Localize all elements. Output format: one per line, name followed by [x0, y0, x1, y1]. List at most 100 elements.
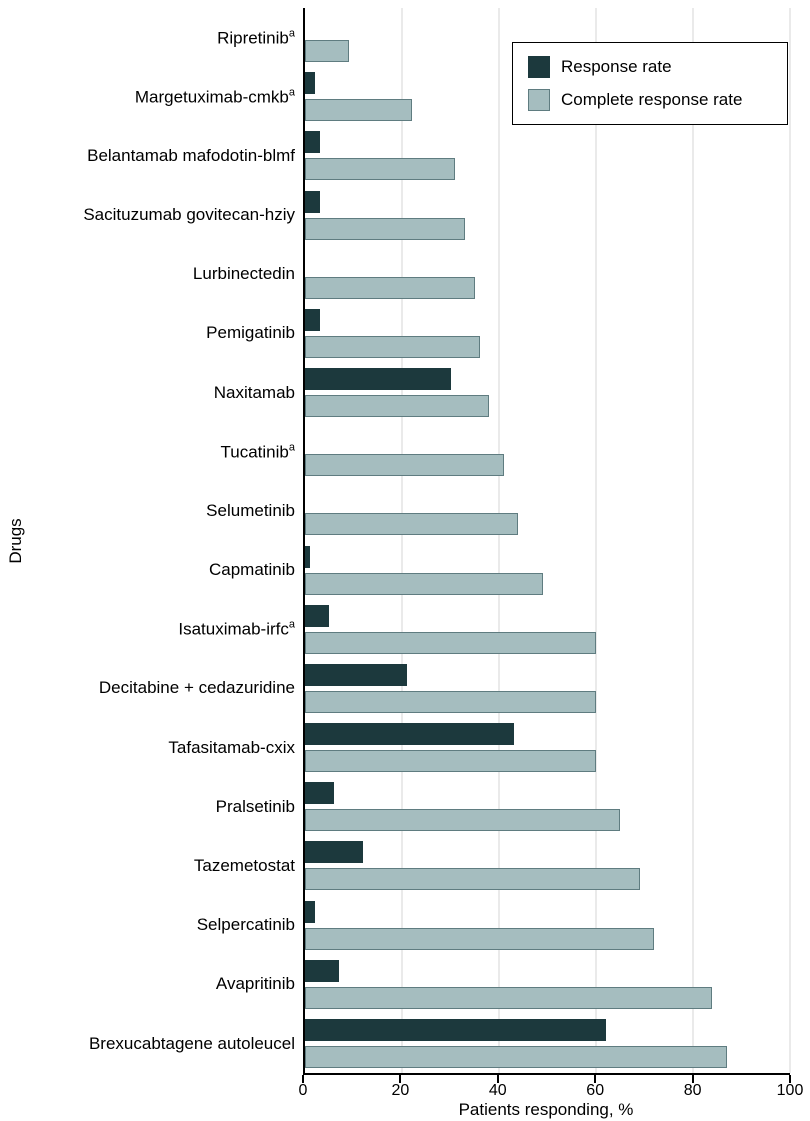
- response-rate-bar: [305, 131, 320, 154]
- category-label: Naxitamab: [214, 383, 295, 403]
- category-label-text: Capmatinib: [209, 560, 295, 580]
- gridline: [789, 8, 791, 1073]
- bar-group: Pralsetinib: [216, 777, 790, 836]
- response-rate-bar: [305, 900, 315, 923]
- category-label-text: Isatuximab-irfc: [178, 619, 289, 639]
- response-rate-swatch: [528, 56, 550, 78]
- category-label-text: Lurbinectedin: [192, 264, 295, 284]
- category-label-text: Sacituzumab govitecan-hziy: [83, 205, 295, 225]
- response-rate-bar: [305, 545, 310, 568]
- bar-slot: [305, 959, 790, 982]
- bar-slot: [305, 690, 790, 713]
- bar-slot: [305, 190, 790, 213]
- category-label-text: Selpercatinib: [196, 915, 295, 935]
- category-label: Ripretiniba: [217, 27, 295, 48]
- bar-slot: [305, 782, 790, 805]
- bar-slot: [305, 841, 790, 864]
- bar-group: Ripretiniba: [217, 8, 790, 67]
- response-rate-bar: [305, 604, 330, 627]
- x-tick-mark: [691, 1075, 694, 1083]
- gridline: [498, 8, 500, 1073]
- x-tick-label: 40: [488, 1082, 507, 1099]
- bar-rows: Ripretiniba Margetuximab-cmkba Belantamab …: [83, 8, 790, 1073]
- response-rate-bar: [305, 959, 339, 982]
- category-label: Pemigatinib: [206, 323, 295, 343]
- bar-group: Pemigatinib: [206, 304, 790, 363]
- bar-slot: [305, 572, 790, 595]
- complete-response-rate-bar: [305, 927, 655, 950]
- bar-slot: [305, 72, 790, 95]
- bar-slot: [305, 13, 790, 35]
- bar-slot: [305, 158, 790, 181]
- bar-group: Tazemetostat: [194, 836, 790, 895]
- x-tick-label: 0: [298, 1082, 308, 1099]
- category-label-text: Tazemetostat: [193, 855, 295, 875]
- x-tick-label: 100: [776, 1082, 804, 1099]
- gridlines: [305, 8, 791, 1073]
- category-label-text: Selumetinib: [206, 500, 295, 520]
- bar-group: Tafasitamab-cxix: [168, 718, 790, 777]
- bar-group: Margetuximab-cmkba: [135, 67, 790, 126]
- gridline: [401, 8, 403, 1073]
- complete-response-rate-bar: [305, 99, 412, 122]
- complete-response-rate-bar: [305, 395, 490, 418]
- x-tick-mark: [789, 1075, 791, 1083]
- bar-slot: [305, 40, 790, 63]
- bar-slot: [305, 663, 790, 686]
- bar-slot: [305, 604, 790, 627]
- bar-slot: [305, 986, 790, 1009]
- category-label-text: Pemigatinib: [206, 323, 295, 343]
- bar-slot: [305, 99, 790, 122]
- bar-group: Belantamab mafodotin-blmf: [87, 126, 790, 185]
- category-label-text: Naxitamab: [213, 382, 295, 402]
- complete-response-rate-bar: [305, 335, 480, 358]
- response-rate-bar: [305, 308, 320, 331]
- bar-group: Selumetinib: [206, 481, 790, 540]
- category-label: Brexucabtagene autoleucel: [89, 1034, 295, 1054]
- complete-response-rate-bar: [305, 454, 504, 477]
- category-label-text: Tafasitamab-cxix: [168, 737, 295, 757]
- category-label: Avapritinib: [216, 974, 295, 994]
- response-rate-bar: [305, 368, 451, 391]
- x-axis: 0 20 40 60 80 100: [299, 1075, 803, 1103]
- x-tick-mark: [496, 1075, 499, 1083]
- bar-slot: [305, 868, 790, 891]
- bar-group: Naxitamab: [214, 363, 790, 422]
- x-tick-label: 20: [391, 1082, 410, 1099]
- bar-slot: [305, 276, 790, 299]
- bar-group: Brexucabtagene autoleucel: [89, 1014, 790, 1073]
- bar-group: Avapritinib: [216, 955, 790, 1014]
- bar-slot: [305, 335, 790, 358]
- bar-slot: [305, 927, 790, 950]
- bar-slot: [305, 454, 790, 477]
- bar-slot: [305, 631, 790, 654]
- bar-slot: [305, 131, 790, 154]
- complete-response-rate-bar: [305, 809, 621, 832]
- category-label-text: Pralsetinib: [215, 796, 295, 816]
- legend-label-response-rate: Response rate: [561, 57, 672, 76]
- x-tick-label: 60: [586, 1082, 605, 1099]
- response-rate-bar: [305, 72, 315, 95]
- bar-slot: [305, 723, 790, 746]
- bar-slot: [305, 1046, 790, 1068]
- category-label: Margetuximab-cmkba: [135, 86, 295, 107]
- bar-group: Capmatinib: [209, 541, 790, 600]
- category-label: Tucatiniba: [221, 441, 295, 462]
- category-label-text: Belantamab mafodotin-blmf: [87, 145, 295, 165]
- complete-response-rate-bar: [305, 572, 543, 595]
- bar-slot: [305, 217, 790, 240]
- bar-group: Sacituzumab govitecan-hziy: [83, 186, 790, 245]
- x-tick-label: 80: [683, 1082, 702, 1099]
- footnote-marker: a: [288, 618, 295, 631]
- bar-group: Isatuximab-irfca: [178, 600, 790, 659]
- response-rate-bar: [305, 1019, 606, 1041]
- category-label: Tazemetostat: [194, 856, 295, 876]
- x-axis-title: Patients responding, %: [458, 1100, 634, 1119]
- complete-response-rate-bar: [305, 217, 466, 240]
- bar-slot: [305, 545, 790, 568]
- x-tick-mark: [399, 1075, 402, 1083]
- response-rate-bar: [305, 663, 407, 686]
- bar-slot: [305, 513, 790, 536]
- category-label-text: Avapritinib: [215, 974, 295, 994]
- category-label: Lurbinectedin: [193, 264, 295, 284]
